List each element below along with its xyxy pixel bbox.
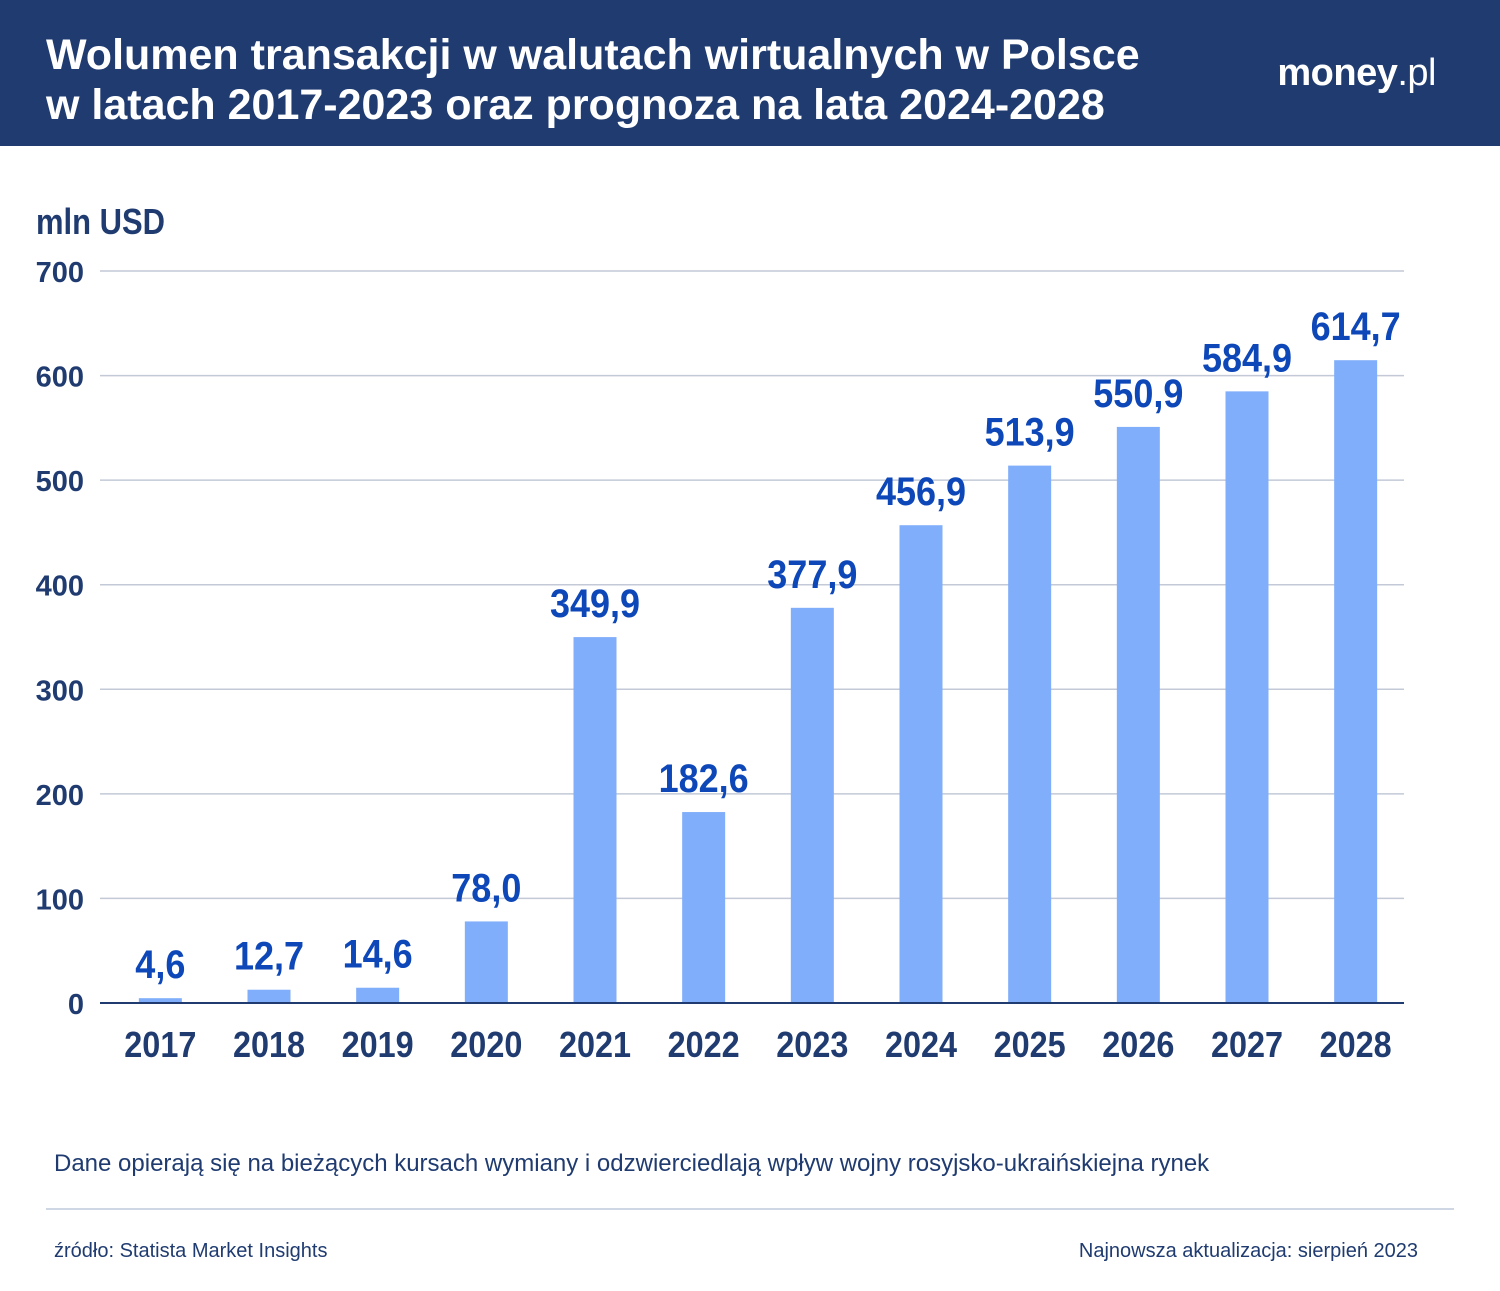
y-tick-label: 200 xyxy=(36,780,84,812)
x-tick-label-2024: 2024 xyxy=(885,1025,957,1065)
x-tick-label-2022: 2022 xyxy=(668,1025,740,1065)
bar-2019 xyxy=(356,987,400,1003)
y-tick-label: 0 xyxy=(68,989,84,1021)
value-label-2026: 550,9 xyxy=(1093,372,1183,416)
y-tick-label: 700 xyxy=(36,257,84,289)
logo-main: money xyxy=(1277,52,1398,94)
value-label-2018: 12,7 xyxy=(234,935,304,979)
bar-2026 xyxy=(1116,426,1160,1003)
logo-tld: .pl xyxy=(1397,52,1436,94)
x-tick-label-2021: 2021 xyxy=(559,1025,631,1065)
value-label-2023: 377,9 xyxy=(767,553,857,597)
value-label-2025: 513,9 xyxy=(985,411,1075,455)
chart-title: Wolumen transakcji w walutach wirtualnyc… xyxy=(46,30,1140,130)
value-label-2024: 456,9 xyxy=(876,471,966,515)
bar-2025 xyxy=(1008,465,1052,1003)
value-label-2021: 349,9 xyxy=(550,582,640,626)
footer-divider xyxy=(46,1208,1454,1210)
update-date: Najnowsza aktualizacja: sierpień 2023 xyxy=(1078,1240,1418,1262)
bar-2018 xyxy=(247,989,291,1003)
title-line-1: Wolumen transakcji w walutach wirtualnyc… xyxy=(46,31,1140,79)
data-note: Dane opierają się na bieżących kursach w… xyxy=(54,1150,1210,1177)
x-tick-label-2025: 2025 xyxy=(994,1025,1066,1065)
value-label-2028: 614,7 xyxy=(1311,306,1401,350)
bar-2027 xyxy=(1225,391,1269,1003)
y-tick-label: 500 xyxy=(36,466,84,498)
value-label-2027: 584,9 xyxy=(1202,337,1292,381)
bar-2021 xyxy=(573,637,617,1003)
bar-2028 xyxy=(1334,360,1378,1003)
y-axis-unit-label: mln USD xyxy=(36,203,165,243)
x-tick-label-2020: 2020 xyxy=(450,1025,522,1065)
x-tick-label-2019: 2019 xyxy=(342,1025,414,1065)
x-tick-label-2028: 2028 xyxy=(1320,1025,1392,1065)
bar-2022 xyxy=(682,812,726,1003)
x-tick-label-2017: 2017 xyxy=(124,1025,196,1065)
value-label-2022: 182,6 xyxy=(659,757,749,801)
x-tick-label-2018: 2018 xyxy=(233,1025,305,1065)
source-text: źródło: Statista Market Insights xyxy=(54,1240,328,1262)
bar-2023 xyxy=(790,607,834,1003)
header-banner: Wolumen transakcji w walutach wirtualnyc… xyxy=(0,0,1500,146)
value-label-2019: 14,6 xyxy=(343,933,413,977)
chart-area: mln USD 0 100 200 300 400 500 600 700 4,6 2017 12,7… xyxy=(0,146,1500,1106)
x-tick-label-2023: 2023 xyxy=(776,1025,848,1065)
value-label-2020: 78,0 xyxy=(451,867,521,911)
y-tick-label: 400 xyxy=(36,571,84,603)
y-tick-label: 100 xyxy=(36,884,84,916)
value-label-2017: 4,6 xyxy=(135,944,185,988)
bar-2020 xyxy=(464,921,508,1003)
y-tick-label: 300 xyxy=(36,675,84,707)
x-tick-label-2027: 2027 xyxy=(1211,1025,1283,1065)
bar-chart: mln USD 0 100 200 300 400 500 600 700 4,6 2017 12,7… xyxy=(36,203,1404,1065)
title-line-2: w latach 2017-2023 oraz prognoza na lata… xyxy=(46,81,1105,129)
money-pl-logo: money.pl xyxy=(1277,52,1436,95)
bar-2017 xyxy=(138,998,182,1003)
y-tick-label: 600 xyxy=(36,362,84,394)
bar-2024 xyxy=(899,525,943,1003)
x-tick-label-2026: 2026 xyxy=(1102,1025,1174,1065)
